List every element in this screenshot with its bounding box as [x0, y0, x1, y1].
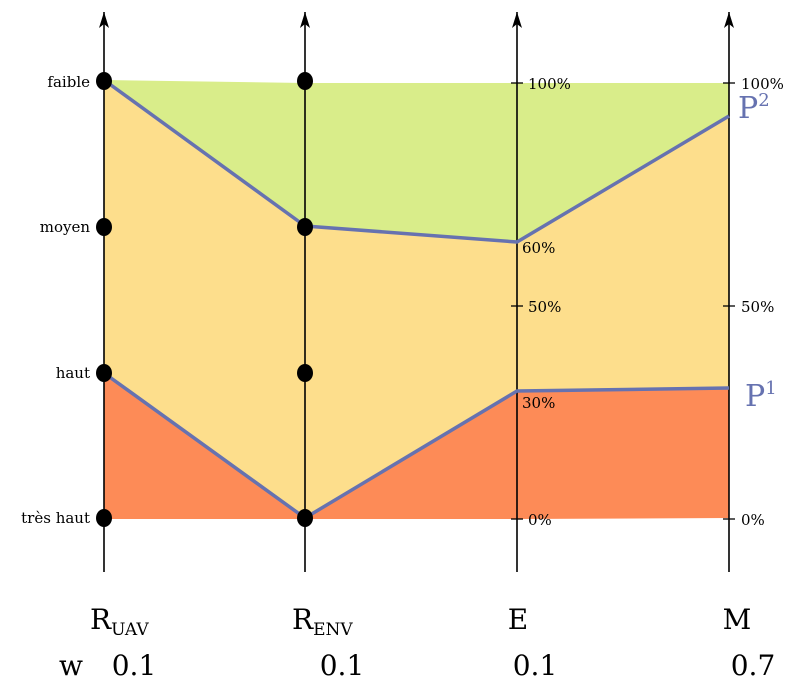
e-tick-label-50: 50%: [528, 298, 561, 316]
dot-r-uav-tres-haut: [96, 509, 112, 527]
dot-r-uav-haut: [96, 364, 112, 382]
m-axis-ticks: 100% 50% 0%: [723, 75, 784, 529]
dot-r-env-moyen: [297, 218, 313, 236]
axis-name-r-env-main: R: [292, 603, 314, 636]
weight-e: 0.1: [513, 649, 558, 681]
profile-label-p1: P1: [745, 378, 777, 414]
m-tick-label-50: 50%: [741, 298, 774, 316]
e-tick-label-0: 0%: [528, 511, 552, 529]
axis-name-r-env-sub: ENV: [313, 620, 353, 640]
dot-r-env-faible: [297, 72, 313, 90]
profile-label-p1-sup: 1: [765, 378, 776, 399]
level-label-tres-haut: très haut: [21, 509, 90, 527]
level-label-haut: haut: [56, 364, 90, 382]
m-tick-label-0: 0%: [741, 511, 765, 529]
axis-name-r-env: RENV: [292, 603, 353, 640]
axis-name-m: M: [723, 603, 752, 636]
weight-label: w: [59, 649, 83, 681]
axis-name-r-uav-main: R: [90, 603, 112, 636]
weight-m: 0.7: [731, 649, 776, 681]
profile-line-p1: [102, 371, 730, 520]
m-tick-label-100: 100%: [741, 75, 784, 93]
level-dots: [96, 72, 313, 527]
e-tick-label-60: 60%: [522, 239, 555, 257]
profile-line-p2: [102, 78, 730, 244]
level-label-faible: faible: [47, 73, 90, 91]
good-zone: [104, 80, 729, 242]
profile-label-p2: P2: [738, 90, 770, 126]
profile-label-p2-base: P: [738, 91, 758, 126]
e-tick-label-30: 30%: [522, 394, 555, 412]
e-tick-label-100: 100%: [528, 75, 571, 93]
axis-name-r-uav-sub: UAV: [111, 620, 149, 640]
profile-label-p1-base: P: [745, 379, 765, 414]
axis-name-e: E: [508, 603, 528, 636]
mid-zone: [104, 80, 729, 518]
bad-zone: [104, 373, 729, 519]
axis-name-r-uav: RUAV: [90, 603, 149, 640]
dot-r-env-haut: [297, 364, 313, 382]
dot-r-env-tres-haut: [297, 509, 313, 527]
level-label-moyen: moyen: [40, 218, 91, 236]
weight-r-env: 0.1: [320, 649, 365, 681]
e-axis-ticks: 100% 60% 50% 30% 0%: [511, 75, 571, 529]
dot-r-uav-faible: [96, 72, 112, 90]
dot-r-uav-moyen: [96, 218, 112, 236]
weight-r-uav: 0.1: [112, 649, 157, 681]
profile-label-p2-sup: 2: [758, 90, 769, 111]
